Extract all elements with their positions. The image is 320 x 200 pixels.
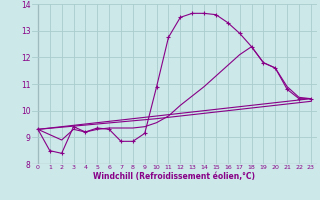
X-axis label: Windchill (Refroidissement éolien,°C): Windchill (Refroidissement éolien,°C) <box>93 172 255 181</box>
